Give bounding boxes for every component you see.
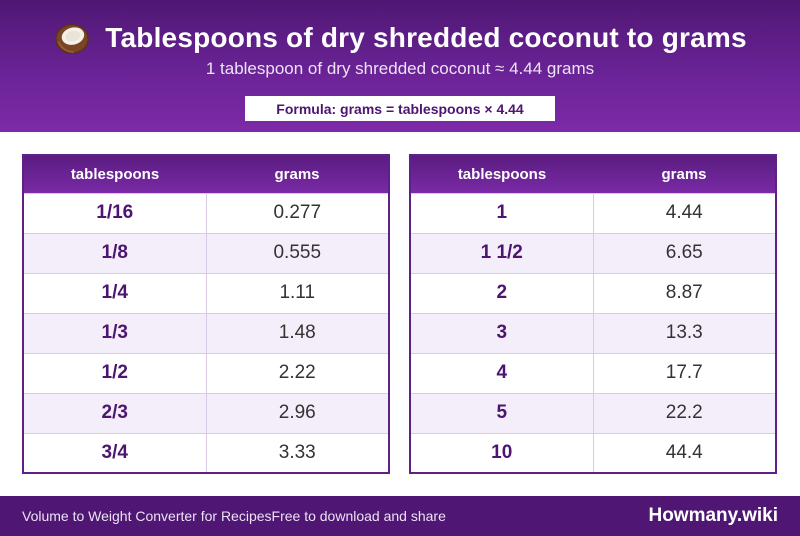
table-row: 2/3 2.96 <box>23 392 389 433</box>
table-row: 1/2 2.22 <box>23 352 389 393</box>
column-header-tablespoons: tablespoons <box>410 155 593 193</box>
grams-cell: 3.33 <box>206 432 389 473</box>
grams-cell: 8.87 <box>593 272 776 313</box>
column-header-grams: grams <box>206 155 389 193</box>
table-row: 1/16 0.277 <box>23 192 389 233</box>
footer-converter-text: Volume to Weight Converter for Recipes <box>22 508 272 524</box>
tablespoons-cell: 5 <box>410 392 594 433</box>
tablespoons-cell: 1 1/2 <box>410 232 594 273</box>
tablespoons-cell: 1/3 <box>23 312 207 353</box>
grams-cell: 2.22 <box>206 352 389 393</box>
tablespoons-cell: 1/8 <box>23 232 207 273</box>
tablespoons-cell: 10 <box>410 432 594 473</box>
tablespoons-cell: 4 <box>410 352 594 393</box>
conversion-table-right: tablespoons grams 1 4.44 1 1/2 6.65 2 8.87 … <box>409 154 777 474</box>
table-row: 5 22.2 <box>410 392 776 433</box>
header-banner: Tablespoons of dry shredded coconut to g… <box>0 0 800 132</box>
grams-cell: 6.65 <box>593 232 776 273</box>
tablespoons-cell: 3 <box>410 312 594 353</box>
grams-cell: 1.48 <box>206 312 389 353</box>
table-row: 1/3 1.48 <box>23 312 389 353</box>
title-row: Tablespoons of dry shredded coconut to g… <box>0 16 800 60</box>
tablespoons-cell: 2/3 <box>23 392 207 433</box>
conversion-table-left: tablespoons grams 1/16 0.277 1/8 0.555 1/4… <box>22 154 390 474</box>
table-row: 2 8.87 <box>410 272 776 313</box>
grams-cell: 0.555 <box>206 232 389 273</box>
formula-box: Formula: grams = tablespoons × 4.44 <box>245 96 555 121</box>
column-header-grams: grams <box>593 155 776 193</box>
grams-cell: 44.4 <box>593 432 776 473</box>
grams-cell: 4.44 <box>593 192 776 233</box>
table-row: 4 17.7 <box>410 352 776 393</box>
tablespoons-cell: 1 <box>410 192 594 233</box>
tablespoons-cell: 1/2 <box>23 352 207 393</box>
table-header-row: tablespoons grams <box>23 155 389 193</box>
table-row: 10 44.4 <box>410 432 776 473</box>
brand-logo-text[interactable]: Howmany.wiki <box>648 505 778 526</box>
tablespoons-cell: 1/4 <box>23 272 207 313</box>
column-header-tablespoons: tablespoons <box>23 155 206 193</box>
grams-cell: 13.3 <box>593 312 776 353</box>
grams-cell: 22.2 <box>593 392 776 433</box>
tablespoons-cell: 3/4 <box>23 432 207 473</box>
table-row: 1/8 0.555 <box>23 232 389 273</box>
grams-cell: 17.7 <box>593 352 776 393</box>
table-header-row: tablespoons grams <box>410 155 776 193</box>
page-title: Tablespoons of dry shredded coconut to g… <box>105 22 747 53</box>
grams-cell: 0.277 <box>206 192 389 233</box>
footer-bar: Volume to Weight Converter for Recipes F… <box>0 496 800 536</box>
table-row: 3/4 3.33 <box>23 432 389 473</box>
coconut-icon <box>55 23 90 54</box>
page-subtitle: 1 tablespoon of dry shredded coconut ≈ 4… <box>205 59 595 78</box>
footer-share-text: Free to download and share <box>271 508 446 524</box>
grams-cell: 1.11 <box>206 272 389 313</box>
table-row: 1 4.44 <box>410 192 776 233</box>
grams-cell: 2.96 <box>206 392 389 433</box>
tablespoons-cell: 2 <box>410 272 594 313</box>
tablespoons-cell: 1/16 <box>23 192 207 233</box>
table-row: 1/4 1.11 <box>23 272 389 313</box>
table-row: 3 13.3 <box>410 312 776 353</box>
table-row: 1 1/2 6.65 <box>410 232 776 273</box>
